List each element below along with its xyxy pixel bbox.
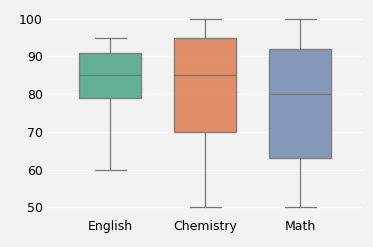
PathPatch shape xyxy=(79,53,141,98)
PathPatch shape xyxy=(174,38,236,132)
PathPatch shape xyxy=(269,49,331,158)
